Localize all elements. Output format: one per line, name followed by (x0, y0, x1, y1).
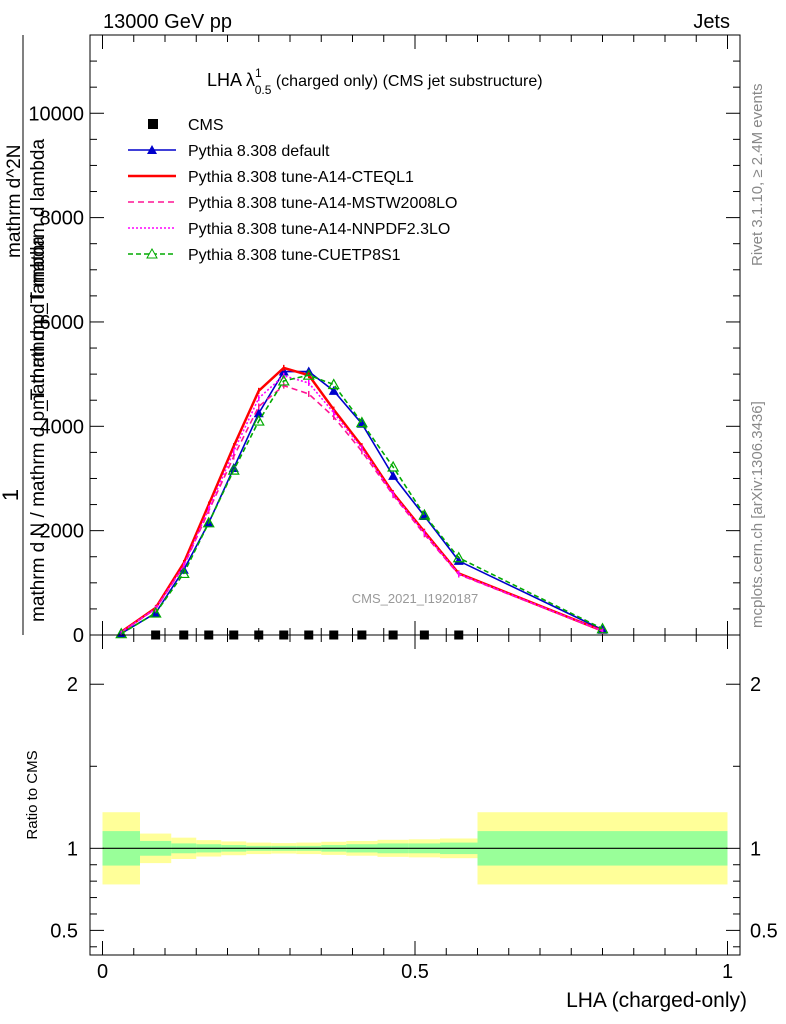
y-label-one: 1 (0, 489, 23, 501)
y-tick-label: 0 (73, 625, 84, 647)
series-marker (252, 414, 265, 426)
ratio-y-label: Ratio to CMS (24, 750, 41, 839)
series-marker (355, 416, 368, 428)
legend-marker (147, 145, 157, 154)
analysis-watermark: CMS_2021_I1920187 (352, 591, 479, 606)
ratio-tick-label: 2 (67, 674, 78, 696)
series-marker (596, 622, 609, 634)
chart-title: LHA λ1 0.5 (charged only) (CMS jet substr… (207, 66, 543, 97)
legend-label: Pythia 8.308 tune-A14-NNPDF2.3LO (188, 221, 450, 238)
x-tick-label: 0 (97, 961, 108, 983)
rivet-label: Rivet 3.1.10, ≥ 2.4M events (749, 84, 766, 267)
y-tick-label: 10000 (28, 103, 84, 125)
chart-title-rest: (charged only) (CMS jet substructure) (271, 73, 542, 90)
series-marker (227, 463, 240, 475)
legend-label: Pythia 8.308 tune-CUETP8S1 (188, 247, 401, 264)
x-tick-label: 0.5 (401, 961, 429, 983)
ratio-tick-label: 1 (67, 838, 78, 860)
series-marker (452, 551, 465, 563)
legend-label: Pythia 8.308 tune-A14-MSTW2008LO (188, 195, 457, 212)
series-line (120, 384, 603, 633)
series-marker (202, 516, 215, 528)
series-line (120, 374, 603, 633)
y-tick-label: 2000 (40, 521, 85, 543)
ratio-tick-label-right: 2 (750, 674, 761, 696)
series-marker (327, 378, 340, 390)
y-axis-label: 1 mathrm d N / mathrm d p_T mathrm d lam… (0, 35, 49, 635)
ratio-tick-label-right: 1 (750, 838, 761, 860)
x-tick-label: 1 (722, 961, 733, 983)
series-marker (278, 366, 289, 376)
y-label-denominator-mid: mathrm d p_T mathrm d lambda (28, 139, 49, 410)
chart-title-sup: 1 (255, 66, 262, 80)
legend: CMS Pythia 8.308 default Pythia 8.308 tune… (128, 117, 457, 264)
ratio-tick-label-right: 0.5 (750, 920, 778, 942)
series-marker (177, 567, 190, 579)
series-marker (418, 508, 431, 520)
series-marker (302, 368, 315, 380)
chart-title-main: LHA λ (207, 70, 255, 90)
ratio-tick-label: 0.5 (50, 920, 78, 942)
series-line (120, 374, 603, 635)
series-marker (388, 470, 399, 480)
legend-label: Pythia 8.308 default (188, 143, 330, 160)
y-tick-label: 6000 (40, 312, 85, 334)
legend-label: Pythia 8.308 tune-A14-CTEQL1 (188, 169, 414, 186)
series-marker (115, 627, 128, 639)
legend-marker (146, 247, 158, 259)
legend-marker-cms (148, 119, 158, 129)
series-marker (328, 385, 339, 395)
y-tick-label: 4000 (40, 416, 85, 438)
series-marker (387, 460, 400, 472)
chart-header: 13000 GeV pp Jets (103, 11, 730, 33)
main-plot-content: 0 2000 4000 6000 8000 10000 (28, 34, 740, 647)
series-marker (253, 408, 264, 418)
mcplots-label: mcplots.cern.ch [arXiv:1306.3436] (749, 401, 766, 628)
series-marker (277, 374, 290, 386)
header-left: 13000 GeV pp (103, 11, 232, 33)
ratio-plot-content: 0 0.5 1 0.5 0.5 1 1 2 2 (50, 635, 778, 983)
y-label-numerator: mathrm d N / mathrm d p_T mathrm d lambd… (28, 235, 49, 622)
y-label-denominator-top: mathrm d^2N (4, 145, 25, 258)
legend-label-cms: CMS (188, 117, 224, 134)
series-marker (453, 555, 464, 565)
ratio-plot-frame (89, 634, 741, 956)
header-right: Jets (693, 11, 730, 33)
series-marker (149, 606, 162, 618)
x-axis-label: LHA (charged-only) (566, 989, 747, 1012)
chart-title-sub: 0.5 (255, 83, 272, 97)
y-tick-label: 8000 (40, 208, 85, 230)
